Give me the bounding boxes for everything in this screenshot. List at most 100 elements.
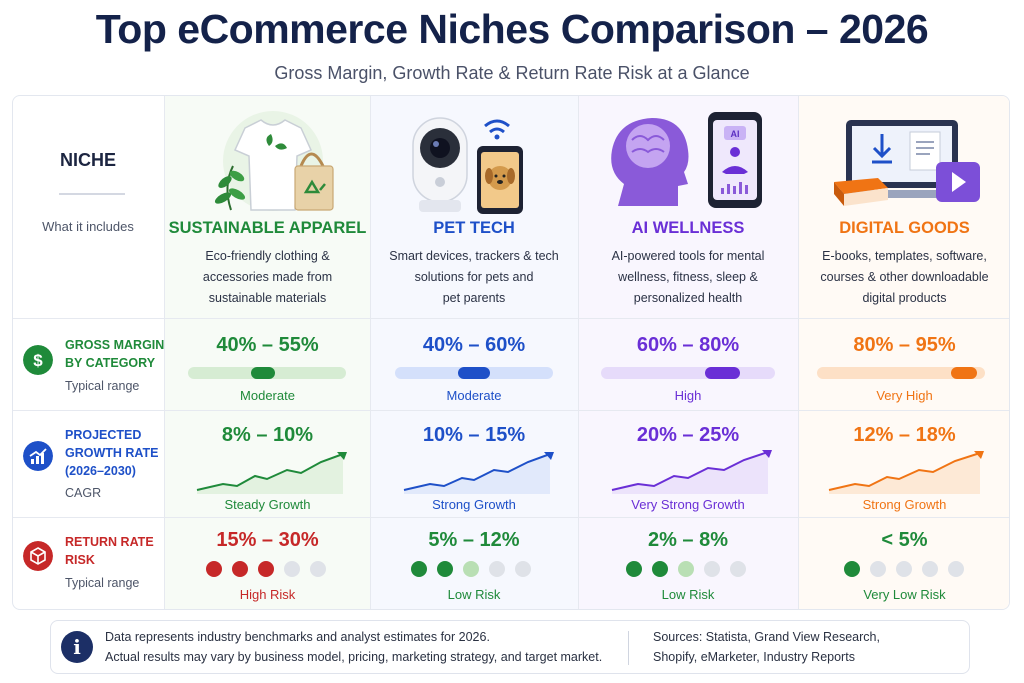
category-desc-apparel: Eco-friendly clothing & accessories made… <box>165 246 370 309</box>
row-title-line: RISK <box>65 553 95 567</box>
margin-bar-fill <box>251 367 275 379</box>
apparel-illustration <box>214 111 334 211</box>
desc-line: personalized health <box>633 291 743 305</box>
risk-dot <box>844 561 860 577</box>
risk-dot <box>232 561 248 577</box>
return-value: 2% – 8% <box>647 529 729 551</box>
margin-value: 60% – 80% <box>636 334 740 356</box>
row-title-line: (2026–2030) <box>65 464 136 478</box>
brain-head-icon <box>611 118 689 206</box>
margin-bar <box>188 367 346 379</box>
row-title-returns: RETURN RATE RISK <box>65 533 154 569</box>
risk-dot <box>437 561 453 577</box>
margin-label: High <box>674 388 702 403</box>
desc-line: sustainable materials <box>208 291 327 305</box>
footer-divider <box>628 631 629 665</box>
risk-dot <box>206 561 222 577</box>
risk-dot <box>515 561 531 577</box>
growth-label: Steady Growth <box>224 497 311 512</box>
trend-line-icon <box>403 452 554 494</box>
desc-line: wellness, fitness, sleep & <box>618 270 758 284</box>
risk-dot <box>652 561 668 577</box>
info-icon: i <box>61 631 93 663</box>
risk-dot <box>730 561 746 577</box>
row-title-line: GROSS MARGIN <box>65 338 165 352</box>
growth-label: Strong Growth <box>432 497 516 512</box>
margin-label: Very High <box>876 388 933 403</box>
margin-label: Moderate <box>446 388 502 403</box>
category-desc-digital: E-books, templates, software, courses & … <box>798 246 1009 309</box>
category-name: DIGITAL GOODS <box>839 219 970 237</box>
risk-dot <box>284 561 300 577</box>
pet-camera-icon <box>412 117 468 212</box>
divider <box>578 96 579 609</box>
category-desc-aiwellness: AI-powered tools for mental wellness, fi… <box>578 246 798 309</box>
margin-value: 40% – 55% <box>216 334 319 356</box>
category-title-aiwellness: AI WELLNESS <box>578 219 798 238</box>
category-title-pettech: PET TECH <box>370 219 578 238</box>
desc-line: E-books, templates, software, <box>822 249 987 263</box>
row-title-line: GROWTH RATE <box>65 446 159 460</box>
desc-line: digital products <box>862 291 947 305</box>
return-label: Low Risk <box>661 587 715 602</box>
desc-line: Eco-friendly clothing & <box>205 249 330 263</box>
niche-heading: NICHE <box>59 150 116 170</box>
risk-dot <box>411 561 427 577</box>
page-title: Top eCommerce Niches Comparison – 2026 <box>95 6 929 52</box>
risk-dot <box>870 561 886 577</box>
dollar-icon: $ <box>23 345 53 375</box>
footer-sources: Sources: Statista, Grand View Research, … <box>653 627 880 667</box>
risk-dot <box>922 561 938 577</box>
return-value: 5% – 12% <box>428 529 520 551</box>
pettech-illustration <box>412 117 523 214</box>
growth-value: 10% – 15% <box>422 424 526 446</box>
row-title-line: RETURN RATE <box>65 535 154 549</box>
margin-label: Moderate <box>240 388 295 403</box>
desc-line: solutions for pets and <box>414 270 534 284</box>
row-title-margin: GROSS MARGIN BY CATEGORY <box>65 336 164 372</box>
category-name: AI WELLNESS <box>631 219 745 237</box>
risk-dots <box>206 561 326 577</box>
wifi-icon <box>484 119 510 140</box>
footer-line: Actual results may vary by business mode… <box>105 650 603 664</box>
divider <box>164 96 165 609</box>
margin-bar-fill <box>458 367 490 379</box>
trend-line-icon <box>196 452 347 494</box>
comparison-table: NICHE What it includes <box>12 95 1010 610</box>
category-title-digital: DIGITAL GOODS <box>798 219 1009 238</box>
growth-value: 20% – 25% <box>636 424 740 446</box>
box-icon <box>23 541 53 571</box>
return-label: High Risk <box>239 587 296 602</box>
growth-label: Very Strong Growth <box>631 497 745 512</box>
divider <box>798 96 799 609</box>
return-label: Low Risk <box>447 587 501 602</box>
risk-dot <box>626 561 642 577</box>
footer-disclaimer: Data represents industry benchmarks and … <box>105 627 602 667</box>
growth-value: 12% – 18% <box>853 424 956 446</box>
divider <box>370 96 371 609</box>
row-note-returns: Typical range <box>65 576 140 590</box>
digital-illustration <box>834 120 980 206</box>
risk-dot <box>896 561 912 577</box>
leaf-icon <box>214 165 246 211</box>
footer-note: i Data represents industry benchmarks an… <box>50 620 970 674</box>
growth-chart-icon <box>23 441 53 471</box>
footer-line: Shopify, eMarketer, Industry Reports <box>653 650 855 664</box>
margin-bar-fill <box>951 367 977 379</box>
desc-line: accessories made from <box>202 270 333 284</box>
svg-text:$: $ <box>33 351 43 370</box>
niche-subheading: What it includes <box>42 219 134 234</box>
row-title-line: BY CATEGORY <box>65 356 156 370</box>
return-value: 15% – 30% <box>216 529 319 551</box>
margin-value: 80% – 95% <box>853 334 956 356</box>
smartphone-dog-icon <box>477 146 523 214</box>
aiwellness-illustration: AI <box>611 112 762 208</box>
phone-meditation-icon: AI <box>708 112 762 208</box>
category-desc-pettech: Smart devices, trackers & tech solutions… <box>370 246 578 309</box>
risk-dots <box>844 561 964 577</box>
category-title-apparel: SUSTAINABLE APPAREL <box>165 219 370 238</box>
risk-dot <box>948 561 964 577</box>
risk-dot <box>258 561 274 577</box>
divider <box>13 410 1009 411</box>
risk-dot <box>489 561 505 577</box>
